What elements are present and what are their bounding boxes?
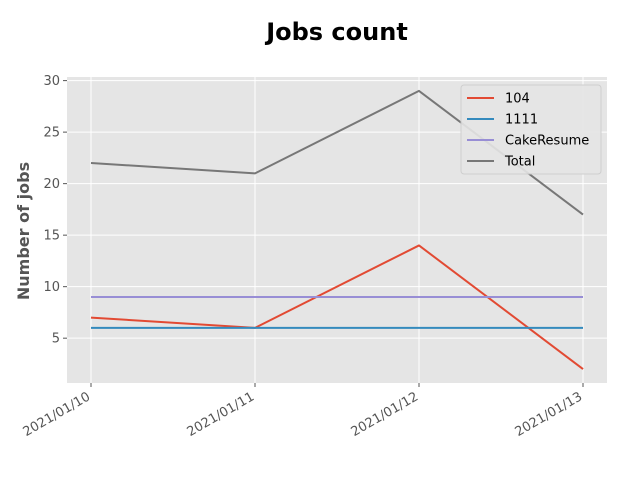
y-tick-labels: 5 10 15 20 25 30 <box>43 74 67 347</box>
legend: 104 1111 CakeResume Total <box>460 84 602 175</box>
y-tick-label: 15 <box>43 229 60 244</box>
y-tick-label: 30 <box>43 74 60 89</box>
y-axis-label: Number of jobs <box>14 162 33 300</box>
x-tick-label: 2021/01/13 <box>513 389 585 439</box>
x-tick-label: 2021/01/11 <box>185 389 257 439</box>
y-tick-label: 10 <box>43 280 60 295</box>
legend-label: 1111 <box>505 113 538 128</box>
series-line-104 <box>90 244 584 370</box>
y-tick-label: 20 <box>43 177 60 192</box>
chart-title: Jobs count <box>264 18 408 46</box>
x-tick-labels: 2021/01/10 2021/01/11 2021/01/12 2021/01/13 <box>21 383 585 440</box>
x-tick-label: 2021/01/12 <box>349 389 421 439</box>
y-tick-label: 25 <box>43 126 60 141</box>
legend-label: 104 <box>505 92 530 107</box>
y-tick-label: 5 <box>52 332 60 347</box>
legend-label: CakeResume <box>505 134 589 149</box>
legend-box <box>460 84 602 175</box>
x-tick-label: 2021/01/10 <box>21 389 93 439</box>
legend-label: Total <box>504 155 535 170</box>
